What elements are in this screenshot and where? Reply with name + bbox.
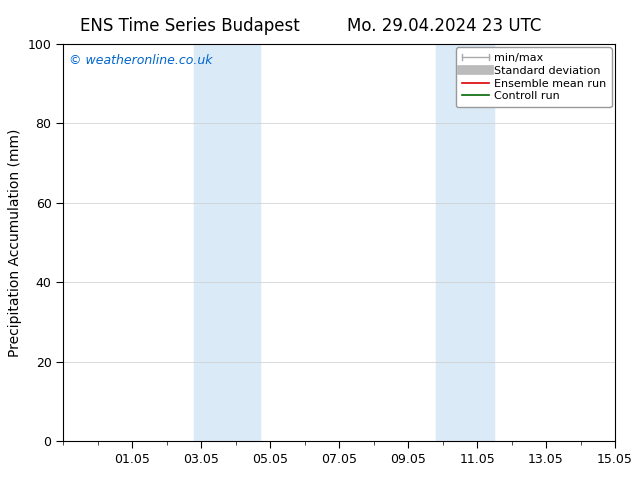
Bar <box>195 44 260 441</box>
Text: ENS Time Series Budapest: ENS Time Series Budapest <box>81 17 300 35</box>
Legend: min/max, Standard deviation, Ensemble mean run, Controll run: min/max, Standard deviation, Ensemble me… <box>456 48 612 107</box>
Y-axis label: Precipitation Accumulation (mm): Precipitation Accumulation (mm) <box>8 128 22 357</box>
Text: Mo. 29.04.2024 23 UTC: Mo. 29.04.2024 23 UTC <box>347 17 541 35</box>
Bar <box>436 44 495 441</box>
Text: © weatheronline.co.uk: © weatheronline.co.uk <box>69 54 212 67</box>
